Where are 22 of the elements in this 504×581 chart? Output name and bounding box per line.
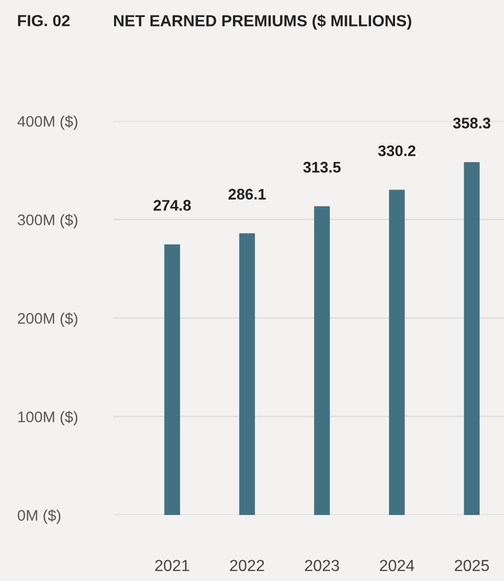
bar <box>464 162 480 515</box>
y-tick-label: 200M ($) <box>18 312 78 327</box>
y-tick-label: 400M ($) <box>18 115 78 130</box>
data-label: 330.2 <box>378 145 416 156</box>
x-tick-label: 2023 <box>305 560 340 572</box>
bar <box>164 244 180 515</box>
x-tick-label: 2025 <box>454 560 489 572</box>
y-tick-label: 300M ($) <box>18 214 78 228</box>
x-tick-label: 2022 <box>230 560 264 572</box>
bar <box>239 233 255 515</box>
y-tick-label: 100M ($) <box>18 410 78 426</box>
x-tick-label: 2021 <box>155 560 190 572</box>
caption: FIG. 02 <box>18 14 70 26</box>
chart-title: NET EARNED PREMIUMS ($ MILLIONS) <box>114 14 412 30</box>
data-label: 358.3 <box>453 118 490 129</box>
data-label: 274.8 <box>154 200 191 211</box>
x-tick-label: 2024 <box>380 560 414 572</box>
data-label: 313.5 <box>303 162 341 173</box>
data-label: 286.1 <box>228 188 266 200</box>
y-tick-label: 0M ($) <box>18 509 60 524</box>
bar <box>314 206 330 515</box>
bar <box>389 190 405 515</box>
